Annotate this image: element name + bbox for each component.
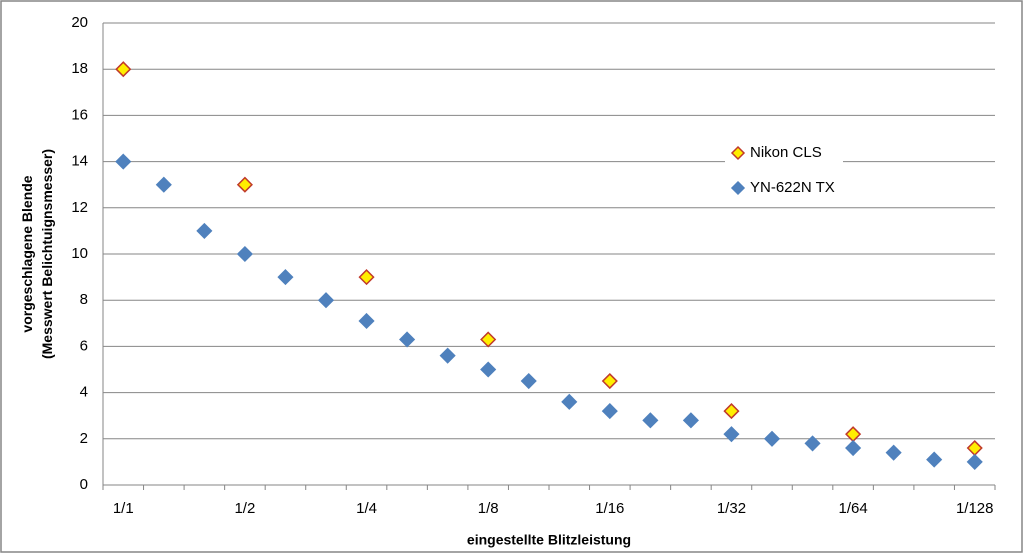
x-tick-label: 1/128 bbox=[956, 500, 994, 517]
marker bbox=[723, 426, 740, 443]
marker bbox=[317, 292, 335, 309]
x-tick-label: 1/1 bbox=[113, 500, 134, 517]
marker bbox=[277, 269, 294, 286]
marker bbox=[155, 176, 172, 193]
marker bbox=[642, 412, 659, 429]
marker bbox=[763, 430, 781, 447]
marker bbox=[723, 403, 740, 420]
marker bbox=[480, 331, 497, 348]
y-tick-label: 16 bbox=[71, 106, 88, 123]
y-tick-label: 6 bbox=[80, 337, 88, 354]
legend-label: YN-622N TX bbox=[750, 179, 835, 196]
x-tick-label: 1/32 bbox=[717, 500, 746, 517]
marker bbox=[601, 403, 618, 420]
marker bbox=[966, 453, 983, 470]
marker bbox=[358, 269, 375, 286]
y-tick-label: 18 bbox=[71, 60, 88, 77]
marker bbox=[439, 347, 456, 364]
legend-marker bbox=[730, 145, 746, 161]
y-tick-label: 2 bbox=[80, 430, 88, 447]
marker bbox=[885, 444, 902, 461]
marker bbox=[399, 331, 416, 348]
x-tick-label: 1/64 bbox=[838, 500, 867, 517]
x-tick-label: 1/2 bbox=[234, 500, 255, 517]
y-axis-title-line: vorgeschlagene Blende bbox=[19, 175, 35, 332]
y-axis-title: vorgeschlagene Blende (Messwert Belichtui… bbox=[19, 149, 55, 359]
marker bbox=[520, 372, 537, 390]
marker bbox=[236, 245, 253, 263]
marker bbox=[115, 61, 132, 78]
marker bbox=[601, 372, 618, 390]
y-tick-label: 4 bbox=[80, 384, 88, 401]
marker bbox=[561, 393, 578, 410]
y-tick-label: 12 bbox=[71, 199, 88, 216]
marker bbox=[845, 439, 862, 457]
legend-marker bbox=[730, 180, 746, 196]
y-tick-label: 10 bbox=[71, 245, 88, 262]
y-tick-label: 14 bbox=[71, 153, 88, 170]
marker bbox=[115, 153, 132, 170]
marker bbox=[480, 361, 497, 378]
x-tick-label: 1/8 bbox=[478, 500, 499, 517]
legend-box bbox=[725, 138, 843, 204]
marker bbox=[358, 312, 375, 330]
marker bbox=[804, 435, 821, 452]
marker bbox=[196, 222, 213, 239]
marker bbox=[236, 176, 253, 193]
y-tick-label: 0 bbox=[80, 476, 88, 493]
y-tick-label: 20 bbox=[71, 14, 88, 31]
marker bbox=[682, 412, 699, 429]
y-axis-title-line: (Messwert Belichtuignsmesser) bbox=[39, 149, 55, 359]
legend-label: Nikon CLS bbox=[750, 144, 822, 161]
y-tick-label: 8 bbox=[80, 291, 88, 308]
x-tick-label: 1/4 bbox=[356, 500, 377, 517]
marker bbox=[926, 451, 943, 468]
x-tick-label: 1/16 bbox=[595, 500, 624, 517]
x-axis-title: eingestellte Blitzleistung bbox=[467, 532, 631, 548]
